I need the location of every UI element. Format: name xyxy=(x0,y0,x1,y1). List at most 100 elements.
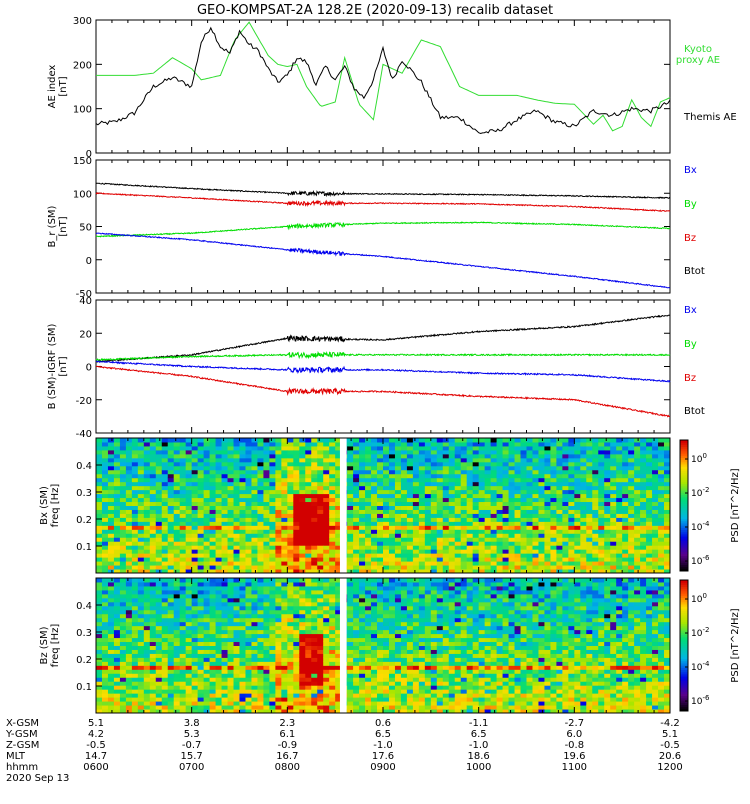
spectrogram-cell xyxy=(132,661,138,665)
spectrogram-cell xyxy=(144,685,150,689)
spectrogram-cell xyxy=(527,509,533,513)
spectrogram-cell xyxy=(556,462,562,466)
spectrogram-cell xyxy=(210,634,216,638)
spectrogram-cell xyxy=(604,525,610,529)
spectrogram-cell xyxy=(365,490,371,494)
spectrogram-cell xyxy=(299,442,305,446)
spectrogram-cell xyxy=(467,494,473,498)
spectrogram-cell xyxy=(449,478,455,482)
spectrogram-cell xyxy=(389,541,395,545)
spectrogram-cell xyxy=(198,490,204,494)
spectrogram-cell xyxy=(287,438,293,442)
spectrogram-cell xyxy=(144,533,150,537)
spectrogram-cell xyxy=(120,622,126,626)
spectrogram-cell xyxy=(180,689,186,693)
spectrogram-cell xyxy=(455,529,461,533)
spectrogram-cell xyxy=(234,458,240,462)
spectrogram-cell xyxy=(228,525,234,529)
spectrogram-cell xyxy=(126,462,132,466)
spectrogram-cell xyxy=(162,490,168,494)
panel-frame xyxy=(96,160,670,293)
spectrogram-cell xyxy=(138,446,144,450)
spectrogram-cell xyxy=(126,606,132,610)
spectrogram-cell xyxy=(389,466,395,470)
spectrogram-cell xyxy=(144,598,150,602)
spectrogram-cell xyxy=(365,525,371,529)
spectrogram-cell xyxy=(102,502,108,506)
spectrogram-cell xyxy=(156,661,162,665)
spectrogram-cell xyxy=(305,701,311,705)
spectrogram-cell xyxy=(592,541,598,545)
spectrogram-cell xyxy=(108,486,114,490)
spectrogram-cell xyxy=(263,590,269,594)
spectrogram-cell xyxy=(144,529,150,533)
spectrogram-cell xyxy=(132,458,138,462)
spectrogram-cell xyxy=(126,610,132,614)
spectrogram-cell xyxy=(240,669,246,673)
spectrogram-cell xyxy=(419,506,425,510)
spectrogram-cell xyxy=(658,533,664,537)
spectrogram-cell xyxy=(126,582,132,586)
spectrogram-cell xyxy=(162,586,168,590)
spectrogram-cell xyxy=(568,458,574,462)
spectrogram-cell xyxy=(126,541,132,545)
spectrogram-cell xyxy=(317,649,323,653)
spectrogram-cell xyxy=(485,446,491,450)
spectrogram-cell xyxy=(550,454,556,458)
spectrogram-cell xyxy=(407,529,413,533)
spectrogram-cell xyxy=(102,697,108,701)
spectrogram-cell xyxy=(413,470,419,474)
data-gap xyxy=(340,438,347,573)
spectrogram-cell xyxy=(275,478,281,482)
spectrogram-cell xyxy=(395,470,401,474)
spectrogram-cell xyxy=(377,482,383,486)
spectrogram-cell xyxy=(120,553,126,557)
spectrogram-cell xyxy=(210,537,216,541)
spectrogram-cell xyxy=(216,673,222,677)
spectrogram-cell xyxy=(305,490,311,494)
spectrogram-cell xyxy=(138,594,144,598)
spectrogram-cell xyxy=(240,590,246,594)
spectrogram-cell xyxy=(245,462,251,466)
spectrogram-cell xyxy=(114,649,120,653)
spectrogram-cell xyxy=(347,482,353,486)
spectrogram-cell xyxy=(305,454,311,458)
spectrogram-cell xyxy=(192,697,198,701)
spectrogram-cell xyxy=(532,474,538,478)
spectrogram-cell xyxy=(503,529,509,533)
spectrogram-cell xyxy=(245,677,251,681)
spectrogram-cell xyxy=(610,446,616,450)
spectrogram-cell xyxy=(192,446,198,450)
spectrogram-cell xyxy=(245,533,251,537)
spectrogram-cell xyxy=(222,638,228,642)
spectrogram-cell xyxy=(222,442,228,446)
spectrogram-cell xyxy=(323,438,329,442)
spectrogram-cell xyxy=(497,509,503,513)
spectrogram-cell xyxy=(550,470,556,474)
spectrogram-cell xyxy=(234,705,240,709)
spectrogram-cell xyxy=(455,565,461,569)
spectrogram-cell xyxy=(198,509,204,513)
spectrogram-cell xyxy=(305,517,311,521)
spectrogram-cell xyxy=(413,442,419,446)
spectrogram-cell xyxy=(574,470,580,474)
spectrogram-cell xyxy=(240,517,246,521)
spectrogram-cell xyxy=(407,438,413,442)
spectrogram-cell xyxy=(245,606,251,610)
spectrogram-cell xyxy=(658,545,664,549)
spectrogram-cell xyxy=(180,557,186,561)
spectrogram-cell xyxy=(204,561,210,565)
spectrogram-cell xyxy=(592,506,598,510)
spectrogram-cell xyxy=(293,494,299,498)
spectrogram-cell xyxy=(443,498,449,502)
spectrogram-cell xyxy=(515,458,521,462)
spectrogram-cell xyxy=(491,490,497,494)
spectrogram-cell xyxy=(383,438,389,442)
spectrogram-cell xyxy=(574,438,580,442)
spectrogram-cell xyxy=(150,529,156,533)
spectrogram-cell xyxy=(562,450,568,454)
spectrogram-cell xyxy=(198,657,204,661)
spectrogram-cell xyxy=(108,478,114,482)
spectrogram-cell xyxy=(228,618,234,622)
spectrogram-cell xyxy=(287,649,293,653)
